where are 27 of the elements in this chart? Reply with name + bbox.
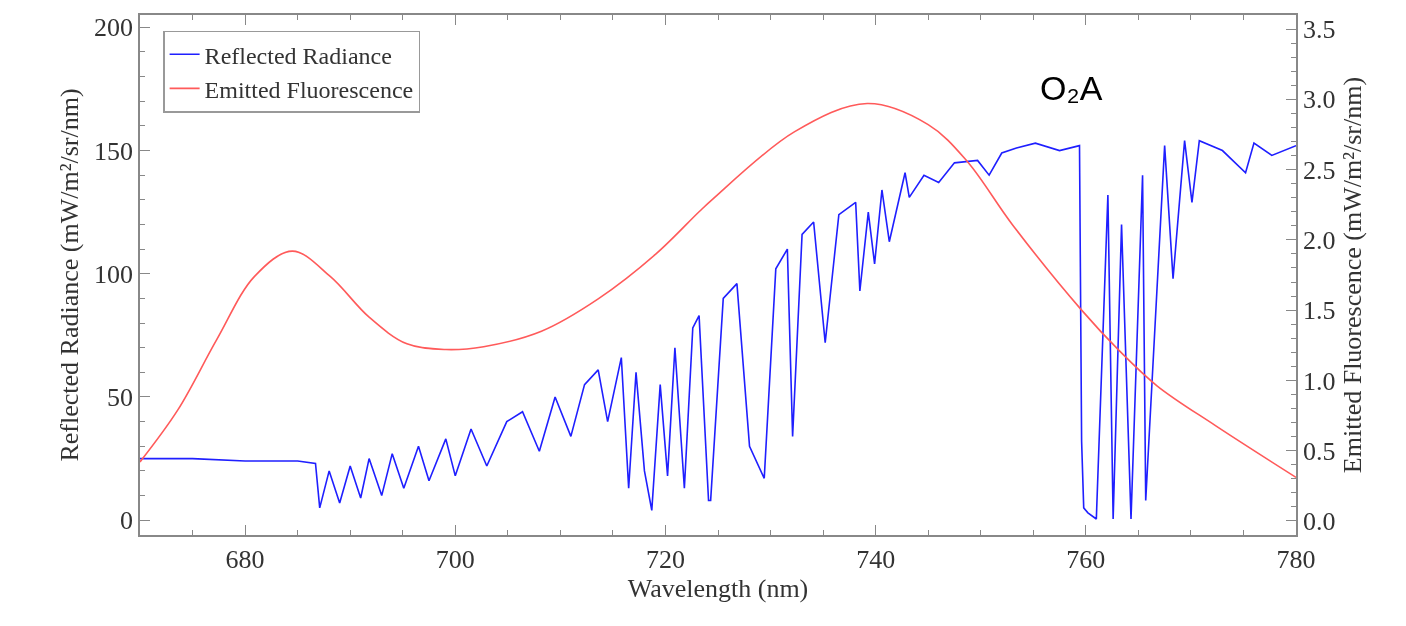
y2-tick-label: 1.0 [1302, 366, 1336, 396]
y2-tick-label: 2.0 [1302, 225, 1336, 255]
line-series [140, 102, 1296, 479]
x-tick-label: 780 [1276, 544, 1316, 574]
annotation: O₂A [1040, 69, 1103, 107]
legend-label: Emitted Fluorescence [204, 76, 414, 103]
y2-tick-label: 2.5 [1302, 155, 1336, 185]
y2-tick-label: 0.0 [1302, 507, 1336, 537]
x-tick-label: 760 [1066, 544, 1106, 574]
line-series [140, 139, 1296, 520]
x-tick-label: 720 [645, 544, 685, 574]
y2-tick-label: 1.5 [1302, 296, 1336, 326]
y-tick-label: 150 [94, 136, 134, 166]
y-axis-title: Reflected Radiance (mW/m²/sr/nm) [54, 88, 84, 462]
x-tick-label: 740 [856, 544, 896, 574]
x-tick-label: 700 [435, 544, 475, 574]
y-tick-label: 100 [94, 259, 134, 289]
y-tick-label: 50 [107, 383, 134, 413]
x-axis-title: Wavelength (nm) [627, 573, 809, 603]
y2-tick-label: 3.5 [1302, 15, 1336, 45]
y2-axis-title: Emitted Fluorescence (mW/m²/sr/nm) [1337, 76, 1367, 474]
y-tick-label: 0 [120, 506, 134, 536]
y-tick-label: 200 [94, 13, 134, 43]
y2-tick-label: 3.0 [1302, 85, 1336, 115]
x-tick-label: 680 [225, 544, 265, 574]
y2-tick-label: 0.5 [1302, 436, 1336, 466]
legend-label: Reflected Radiance [204, 42, 392, 69]
